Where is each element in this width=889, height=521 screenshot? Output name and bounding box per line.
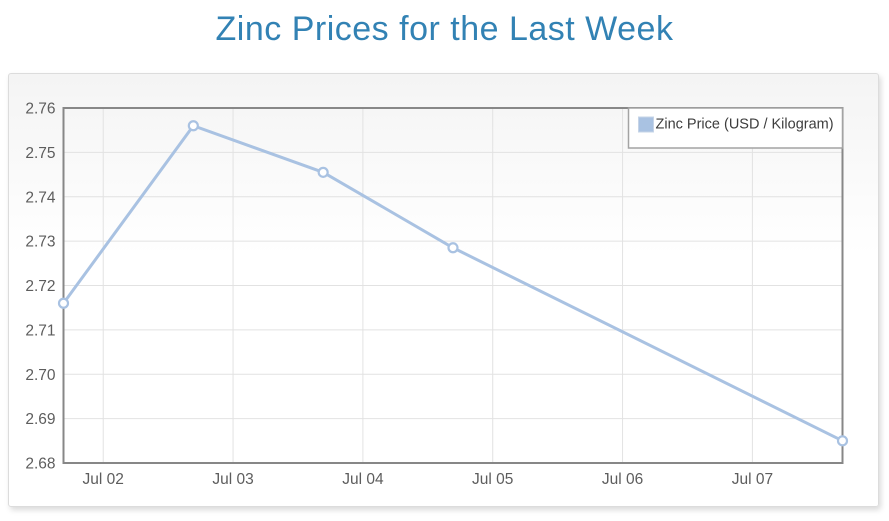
data-point-marker[interactable]	[187, 120, 199, 132]
y-axis-tick-label: 2.69	[25, 411, 55, 428]
y-axis-tick-label: 2.72	[25, 278, 55, 295]
y-axis-tick-label: 2.73	[25, 234, 55, 251]
zinc-price-line-chart: 2.76 2.75 2.74 2.73 2.72 2.71 2.70 2.69 2.68 Jul …	[25, 101, 849, 488]
x-axis-tick-label: Jul 02	[83, 471, 124, 488]
y-axis-tick-label: 2.70	[25, 367, 56, 384]
x-axis-tick-label: Jul 07	[732, 471, 773, 488]
data-point-marker[interactable]	[447, 242, 459, 254]
legend-swatch	[638, 116, 654, 133]
plot-border	[62, 107, 844, 464]
price-line	[62, 124, 844, 443]
page-title: Zinc Prices for the Last Week	[215, 10, 674, 48]
x-axis-tick-label: Jul 06	[602, 471, 643, 488]
data-point-marker[interactable]	[836, 435, 849, 447]
y-axis-tick-label: 2.71	[25, 322, 55, 339]
chart-panel: 2.76 2.75 2.74 2.73 2.72 2.71 2.70 2.69 2.68 Jul …	[8, 73, 879, 507]
y-axis-tick-label: 2.68	[25, 456, 55, 473]
y-axis-tick-label: 2.76	[25, 101, 55, 118]
data-point-marker[interactable]	[57, 297, 70, 309]
data-point-marker[interactable]	[317, 166, 329, 178]
y-axis-tick-label: 2.75	[25, 145, 55, 162]
legend-label: Zinc Price (USD / Kilogram)	[656, 117, 834, 133]
x-axis-tick-label: Jul 05	[472, 471, 513, 488]
x-axis-tick-label: Jul 04	[342, 471, 384, 488]
x-axis-tick-label: Jul 03	[212, 471, 253, 488]
legend-box	[627, 107, 844, 149]
y-axis-tick-label: 2.74	[25, 189, 56, 206]
